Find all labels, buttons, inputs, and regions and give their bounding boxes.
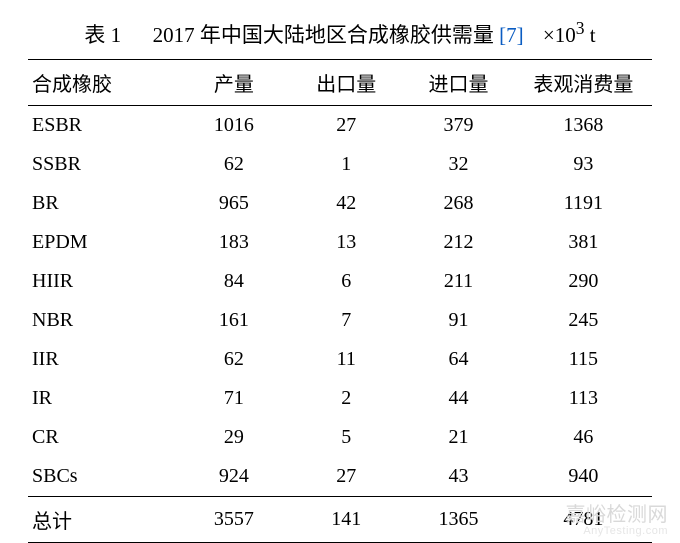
total-cell: 3557 <box>178 497 290 543</box>
col-header: 合成橡胶 <box>28 60 178 106</box>
table-cell: 84 <box>178 262 290 301</box>
table-cell: 2 <box>290 379 402 418</box>
table-cell: 183 <box>178 223 290 262</box>
table-cell: 32 <box>402 145 514 184</box>
table-row: HIIR846211290 <box>28 262 652 301</box>
table-cell: 27 <box>290 106 402 146</box>
unit-label: ×103 t <box>543 23 596 47</box>
table-cell: 113 <box>515 379 652 418</box>
table-row: IR71244113 <box>28 379 652 418</box>
table-cell: SSBR <box>28 145 178 184</box>
table-row: SSBR6213293 <box>28 145 652 184</box>
table-cell: 940 <box>515 457 652 497</box>
table-cell: 7 <box>290 301 402 340</box>
table-cell: 5 <box>290 418 402 457</box>
table-cell: 1368 <box>515 106 652 146</box>
table-cell: 268 <box>402 184 514 223</box>
table-row: BR965422681191 <box>28 184 652 223</box>
total-row: 总计355714113654781 <box>28 497 652 543</box>
table-cell: 211 <box>402 262 514 301</box>
table-row: EPDM18313212381 <box>28 223 652 262</box>
table-cell: 93 <box>515 145 652 184</box>
table-cell: EPDM <box>28 223 178 262</box>
col-header: 进口量 <box>402 60 514 106</box>
table-cell: 290 <box>515 262 652 301</box>
total-cell: 4781 <box>515 497 652 543</box>
table-cell: 64 <box>402 340 514 379</box>
table-cell: 91 <box>402 301 514 340</box>
table-cell: CR <box>28 418 178 457</box>
table-cell: 21 <box>402 418 514 457</box>
table-cell: IR <box>28 379 178 418</box>
header-row: 合成橡胶 产量 出口量 进口量 表观消费量 <box>28 60 652 106</box>
table-cell: 13 <box>290 223 402 262</box>
citation-ref: [7] <box>499 23 524 47</box>
table-cell: 29 <box>178 418 290 457</box>
table-row: IIR621164115 <box>28 340 652 379</box>
table-cell: NBR <box>28 301 178 340</box>
table-cell: BR <box>28 184 178 223</box>
data-table: 合成橡胶 产量 出口量 进口量 表观消费量 ESBR1016273791368S… <box>28 59 652 543</box>
col-header: 产量 <box>178 60 290 106</box>
table-cell: 1 <box>290 145 402 184</box>
table-row: SBCs9242743940 <box>28 457 652 497</box>
table-cell: 46 <box>515 418 652 457</box>
table-row: ESBR1016273791368 <box>28 106 652 146</box>
table-cell: SBCs <box>28 457 178 497</box>
col-header: 表观消费量 <box>515 60 652 106</box>
table-cell: 212 <box>402 223 514 262</box>
table-cell: 1191 <box>515 184 652 223</box>
table-cell: 42 <box>290 184 402 223</box>
table-cell: HIIR <box>28 262 178 301</box>
table-cell: 924 <box>178 457 290 497</box>
table-title-text: 2017 年中国大陆地区合成橡胶供需量 <box>153 23 494 47</box>
table-cell: 44 <box>402 379 514 418</box>
table-cell: ESBR <box>28 106 178 146</box>
table-cell: 62 <box>178 340 290 379</box>
table-cell: 379 <box>402 106 514 146</box>
total-cell: 1365 <box>402 497 514 543</box>
table-cell: 62 <box>178 145 290 184</box>
table-label: 表 1 <box>84 23 121 47</box>
table-row: NBR161791245 <box>28 301 652 340</box>
table-cell: 965 <box>178 184 290 223</box>
table-row: CR2952146 <box>28 418 652 457</box>
table-cell: 381 <box>515 223 652 262</box>
col-header: 出口量 <box>290 60 402 106</box>
table-cell: 11 <box>290 340 402 379</box>
total-cell: 141 <box>290 497 402 543</box>
table-caption: 表 1 2017 年中国大陆地区合成橡胶供需量 [7] ×103 t <box>28 18 652 49</box>
table-cell: 115 <box>515 340 652 379</box>
table-cell: 1016 <box>178 106 290 146</box>
table-cell: IIR <box>28 340 178 379</box>
table-cell: 245 <box>515 301 652 340</box>
table-cell: 161 <box>178 301 290 340</box>
table-cell: 43 <box>402 457 514 497</box>
table-cell: 27 <box>290 457 402 497</box>
table-cell: 6 <box>290 262 402 301</box>
total-cell: 总计 <box>28 497 178 543</box>
table-cell: 71 <box>178 379 290 418</box>
